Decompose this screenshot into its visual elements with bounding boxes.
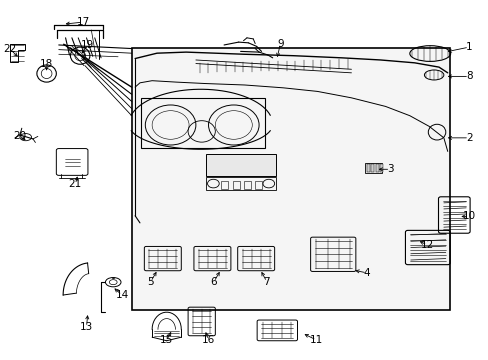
Text: 9: 9 (277, 39, 283, 49)
Bar (255, 181, 262, 189)
Bar (244, 181, 251, 189)
Bar (379, 163, 382, 172)
Text: 22: 22 (3, 44, 17, 54)
Text: 4: 4 (363, 268, 369, 278)
FancyBboxPatch shape (131, 48, 449, 310)
Text: 6: 6 (210, 277, 217, 287)
Text: 8: 8 (465, 71, 471, 81)
Bar (205, 177, 276, 190)
Text: 21: 21 (68, 179, 82, 189)
Text: 7: 7 (263, 277, 270, 287)
Text: 1: 1 (465, 42, 471, 52)
Text: 11: 11 (309, 335, 323, 345)
Text: 2: 2 (465, 133, 471, 143)
Bar (375, 163, 378, 172)
Polygon shape (10, 44, 25, 62)
Bar (205, 154, 276, 176)
Text: 13: 13 (80, 322, 93, 332)
Text: 12: 12 (420, 240, 433, 250)
Text: 16: 16 (202, 335, 215, 345)
Bar (141, 98, 265, 148)
Bar (365, 163, 381, 173)
Text: 18: 18 (40, 59, 53, 68)
Text: 5: 5 (147, 277, 154, 287)
Text: 19: 19 (81, 40, 94, 50)
Bar (366, 163, 370, 172)
Bar (370, 163, 373, 172)
Text: 15: 15 (160, 335, 173, 345)
Text: 14: 14 (115, 290, 128, 300)
Bar (232, 181, 239, 189)
Text: 17: 17 (76, 17, 89, 27)
Text: 3: 3 (386, 164, 393, 174)
Text: 20: 20 (13, 131, 26, 141)
Bar (221, 181, 228, 189)
Text: 10: 10 (462, 211, 475, 221)
